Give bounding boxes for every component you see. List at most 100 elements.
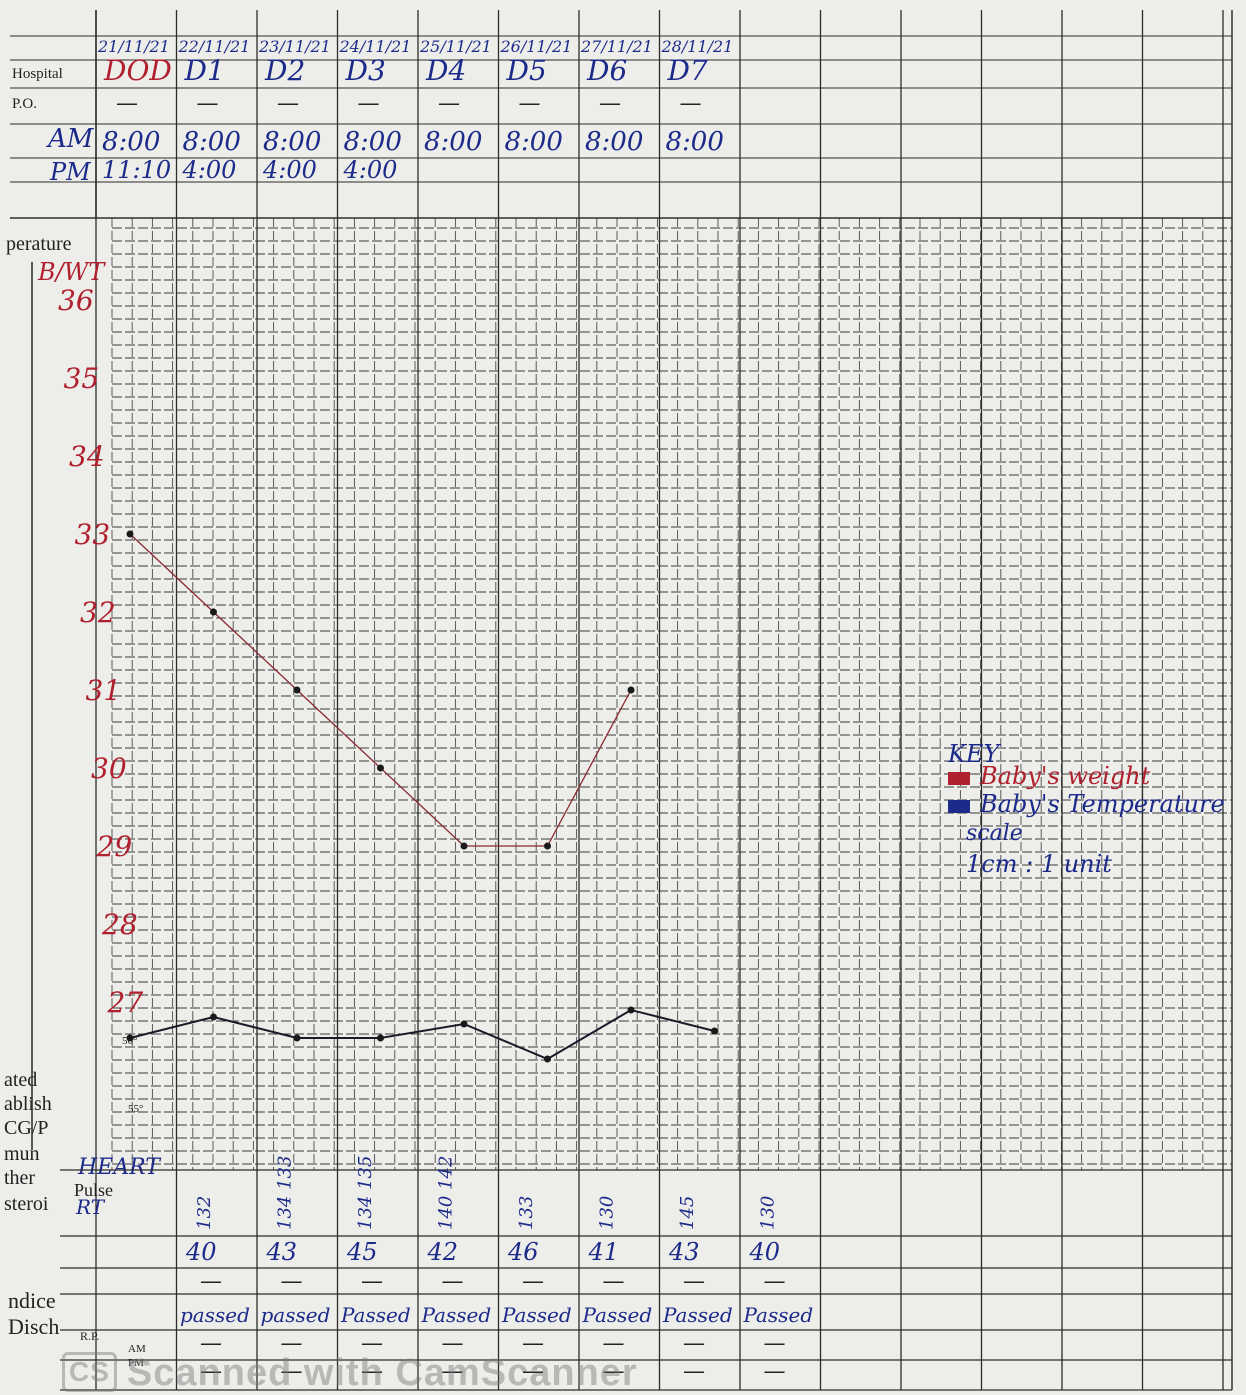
resp-rate-value: 46 bbox=[507, 1238, 539, 1266]
header-table: Hospital P.O. AM PM 21/11/21 22/11/21 23/11/21… bbox=[12, 37, 733, 186]
header-date: 25/11/21 bbox=[419, 37, 492, 56]
weight-point bbox=[126, 530, 134, 538]
po-dash: — bbox=[197, 91, 219, 116]
heart-rate-value: 133 bbox=[516, 1196, 537, 1230]
y-tick-label: 28 bbox=[101, 908, 138, 941]
po-dash: — bbox=[116, 91, 138, 116]
row-dash: — bbox=[683, 1359, 705, 1384]
row-label-pm: PM bbox=[49, 158, 92, 186]
key-entry: Baby's weight bbox=[979, 762, 1151, 790]
printed-margin-label: mun bbox=[4, 1143, 40, 1165]
y-tick-label: 31 bbox=[86, 674, 122, 707]
printed-margin-label: ther bbox=[4, 1167, 35, 1189]
header-date: 21/11/21 bbox=[97, 37, 170, 56]
pulse-label: Pulse bbox=[74, 1180, 113, 1200]
weight-point bbox=[210, 608, 217, 616]
weight-axis-title: B/WT bbox=[37, 258, 106, 286]
scale-title: scale bbox=[966, 821, 1023, 846]
resp-rate-value: 45 bbox=[346, 1238, 378, 1266]
header-table-lines bbox=[10, 35, 1232, 219]
weight-point bbox=[460, 842, 468, 850]
plot-area bbox=[126, 530, 718, 1063]
header-date: 27/11/21 bbox=[580, 37, 653, 56]
row-dash: — bbox=[442, 1269, 464, 1294]
printed-label-temperature: perature bbox=[6, 233, 72, 255]
row-dash: — bbox=[522, 1359, 544, 1384]
am-time: 8:00 bbox=[505, 127, 563, 157]
y-tick-label: 36 bbox=[58, 284, 94, 317]
heart-rate-value: 140 142 bbox=[436, 1156, 457, 1230]
resp-rate-value: 42 bbox=[427, 1238, 459, 1266]
status-value: Passed bbox=[340, 1303, 411, 1327]
watermark-text: Scanned with CamScanner bbox=[126, 1352, 638, 1394]
row-mark: AM bbox=[128, 1343, 146, 1355]
header-day: D6 bbox=[586, 54, 627, 87]
row-dash: — bbox=[522, 1269, 544, 1294]
key-title: KEY bbox=[947, 740, 1001, 768]
row-dash: — bbox=[361, 1331, 383, 1356]
row-dash: — bbox=[442, 1359, 464, 1384]
key-swatch bbox=[948, 772, 970, 785]
po-dash: — bbox=[277, 91, 299, 116]
temperature-line bbox=[129, 1008, 715, 1061]
row-dash: — bbox=[603, 1359, 625, 1384]
am-time: 8:00 bbox=[666, 127, 724, 157]
row-dash: — bbox=[200, 1331, 222, 1356]
printed-margin-label: Disch bbox=[8, 1314, 59, 1339]
pm-time: 4:00 bbox=[262, 156, 317, 184]
header-day: D1 bbox=[184, 54, 225, 87]
row-dash: — bbox=[764, 1359, 786, 1384]
po-dash: — bbox=[358, 91, 380, 116]
row-dash: — bbox=[361, 1359, 383, 1384]
header-day: DOD bbox=[103, 54, 172, 87]
heart-rate-value: 130 bbox=[758, 1196, 779, 1230]
heart-rate-value: 132 bbox=[194, 1196, 215, 1230]
printed-margin-label: CG/P bbox=[4, 1117, 48, 1139]
header-date: 22/11/21 bbox=[178, 37, 251, 56]
bottom-table: 132 134 133 134 135 140 142 133 130 145 130 40 43… bbox=[80, 1156, 813, 1384]
resp-rate-value: 40 bbox=[185, 1238, 217, 1266]
heart-rate-value: 130 bbox=[597, 1196, 618, 1230]
pm-time: 4:00 bbox=[343, 156, 398, 184]
row-dash: — bbox=[603, 1269, 625, 1294]
resp-rate-value: 41 bbox=[588, 1238, 620, 1266]
heart-label: HEART bbox=[77, 1155, 162, 1180]
scale-value: 1cm : 1 unit bbox=[966, 850, 1112, 878]
key-swatch bbox=[948, 800, 970, 813]
row-dash: — bbox=[683, 1331, 705, 1356]
header-day: D4 bbox=[425, 54, 466, 87]
printed-margin-label: ated bbox=[4, 1069, 37, 1091]
weight-axis: 36 35 34 33 32 31 30 29 28 27 bbox=[31, 262, 144, 1150]
status-value: Passed bbox=[421, 1303, 492, 1327]
header-day: D5 bbox=[506, 54, 547, 87]
row-mark: R.P. bbox=[80, 1329, 99, 1343]
row-dash: — bbox=[442, 1331, 464, 1356]
am-time: 8:00 bbox=[424, 127, 482, 157]
header-day: D7 bbox=[667, 54, 708, 87]
resp-rate-value: 40 bbox=[749, 1238, 781, 1266]
y-tick-label: 27 bbox=[107, 986, 144, 1019]
temperature-point bbox=[293, 1034, 301, 1042]
header-day: D2 bbox=[264, 54, 305, 87]
temperature-point bbox=[460, 1020, 468, 1028]
watermark-badge: CS bbox=[62, 1352, 117, 1392]
row-dash: — bbox=[200, 1359, 222, 1384]
heart-rate-value: 145 bbox=[677, 1196, 698, 1230]
po-dash: — bbox=[519, 91, 541, 116]
temperature-point bbox=[544, 1055, 551, 1063]
row-dash: — bbox=[281, 1331, 303, 1356]
y-tick-label: 30 bbox=[91, 752, 127, 785]
status-value: Passed bbox=[582, 1303, 653, 1327]
header-date: 24/11/21 bbox=[339, 37, 412, 56]
temperature-point bbox=[377, 1034, 384, 1042]
row-dash: — bbox=[281, 1359, 303, 1384]
po-dash: — bbox=[599, 91, 621, 116]
status-value: passed bbox=[180, 1303, 250, 1327]
status-value: Passed bbox=[501, 1303, 572, 1327]
row-label-am: AM bbox=[46, 124, 95, 154]
header-date: 28/11/21 bbox=[661, 37, 734, 56]
